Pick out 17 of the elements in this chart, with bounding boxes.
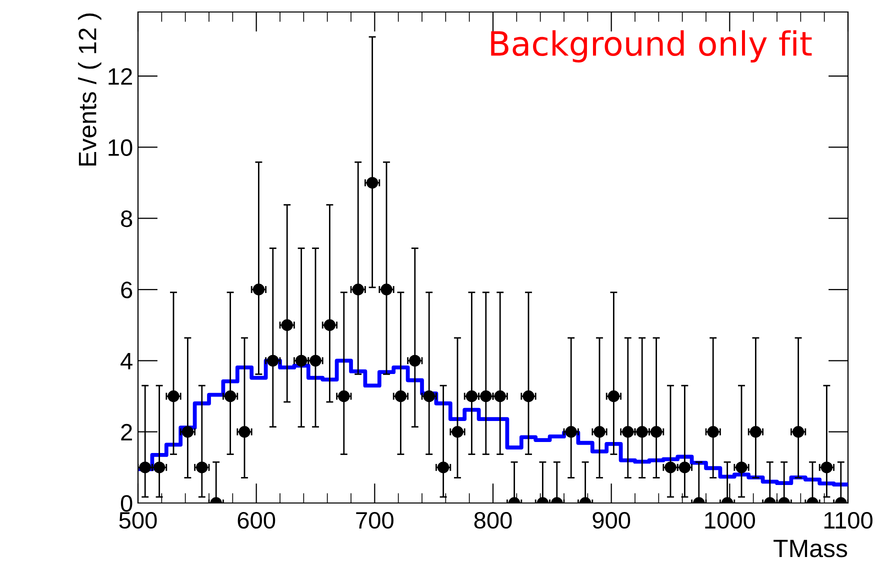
- y-tick-label: 0: [120, 495, 132, 512]
- y-tick-label: 8: [121, 210, 132, 228]
- y-tick-label: 12: [108, 68, 132, 85]
- x-tick-label: 900: [592, 512, 630, 529]
- y-tick-label: 6: [121, 282, 132, 298]
- x-tick-label: 1000: [705, 512, 756, 529]
- x-tick-label: 800: [474, 512, 512, 529]
- annotation: Background only fit: [491, 30, 812, 62]
- x-tick-label: 1100: [824, 512, 872, 529]
- x-tick-label: 500: [119, 512, 157, 529]
- x-tick-label: 600: [238, 512, 276, 529]
- y-tick-label: 2: [121, 424, 132, 440]
- y-tick-label: 10: [108, 139, 132, 156]
- x-axis-title: TMass: [774, 540, 848, 558]
- y-axis-title: Events / ( 12 ): [78, 14, 102, 166]
- y-tick-label: 4: [120, 352, 132, 370]
- x-tick-label: 700: [356, 512, 394, 529]
